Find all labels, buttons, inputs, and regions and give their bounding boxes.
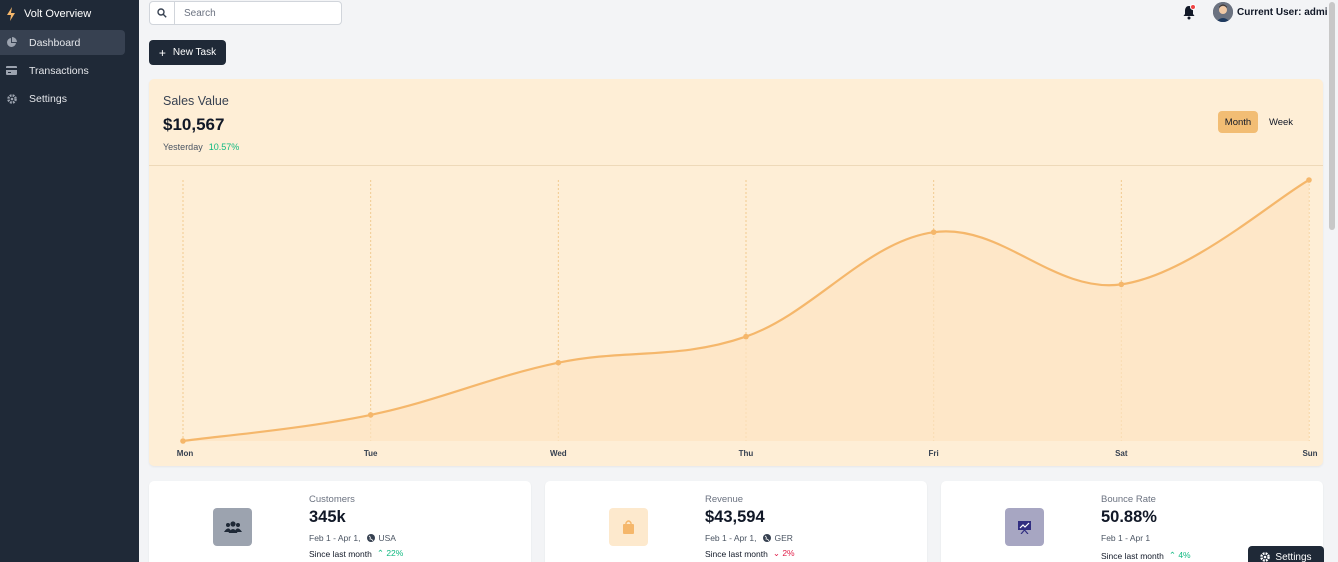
plus-icon: + — [158, 45, 166, 60]
stat-label: Bounce Rate — [1101, 494, 1156, 505]
data-point[interactable] — [1118, 281, 1125, 288]
x-tick-label: Sat — [1115, 449, 1128, 458]
series-area — [183, 180, 1309, 441]
stat-value: 345k — [309, 508, 346, 526]
search-input[interactable] — [175, 7, 335, 19]
notification-dot — [1190, 4, 1196, 10]
card-divider — [149, 165, 1323, 166]
stat-range-text: Feb 1 - Apr 1 — [1101, 533, 1151, 543]
toggle-month[interactable]: Month — [1218, 111, 1258, 133]
avatar — [1213, 2, 1233, 22]
sidebar-item-dashboard[interactable]: Dashboard — [0, 30, 125, 55]
sidebar-item-transactions[interactable]: Transactions — [0, 58, 125, 83]
sales-yesterday: Yesterday 10.57% — [163, 142, 239, 152]
shopping-bag-icon — [609, 508, 648, 546]
data-point[interactable] — [180, 438, 186, 444]
x-tick-label: Sun — [1302, 449, 1317, 458]
stat-card-revenue: Revenue $43,594 Feb 1 - Apr 1, GER Since… — [545, 481, 927, 562]
stat-range: Feb 1 - Apr 1, USA — [309, 533, 396, 543]
settings-floating-button[interactable]: Settings — [1248, 546, 1324, 562]
lightning-icon — [7, 7, 15, 21]
brand-label: Volt Overview — [24, 8, 92, 20]
scrollbar-thumb[interactable] — [1329, 2, 1335, 230]
pie-chart-icon — [6, 37, 17, 48]
stat-since-label: Since last month — [309, 548, 372, 559]
yesterday-label: Yesterday — [163, 142, 203, 152]
sales-amount: $10,567 — [163, 115, 225, 134]
globe-icon — [366, 534, 375, 542]
x-tick-label: Wed — [550, 449, 567, 458]
stat-value: $43,594 — [705, 508, 765, 526]
chevron-up-icon: ⌃ — [1168, 550, 1179, 560]
sidebar-item-settings[interactable]: Settings — [0, 86, 125, 111]
sales-value-card: Sales Value $10,567 Yesterday 10.57% Mont… — [149, 79, 1323, 466]
gear-icon — [6, 93, 17, 104]
data-point[interactable] — [743, 333, 749, 340]
search-box — [149, 1, 342, 25]
presentation-chart-icon — [1005, 508, 1044, 546]
stat-range-text: Feb 1 - Apr 1, — [705, 533, 757, 543]
stat-region: USA — [378, 533, 396, 543]
sidebar-item-label: Dashboard — [29, 36, 81, 49]
data-point[interactable] — [367, 412, 374, 418]
stat-since-label: Since last month — [705, 548, 768, 559]
sidebar: Volt Overview Dashboard Transactions Set… — [0, 0, 139, 562]
sales-chart: Mon Tue Wed Thu Fri Sat Sun — [177, 177, 1318, 458]
current-user-label: Current User: admin — [1237, 6, 1334, 18]
globe-icon — [762, 534, 771, 542]
sales-title: Sales Value — [163, 94, 229, 108]
notification-bell[interactable] — [1181, 4, 1197, 20]
stat-card-customers: Customers 345k Feb 1 - Apr 1, USA Since … — [149, 481, 531, 562]
stat-since: Since last month ⌃ 4% — [1101, 550, 1191, 561]
x-tick-label: Fri — [929, 449, 939, 458]
stat-value: 50.88% — [1101, 508, 1157, 526]
search-icon[interactable] — [150, 2, 175, 24]
new-task-label: New Task — [172, 47, 217, 58]
stat-since-label: Since last month — [1101, 550, 1164, 561]
stat-change: ⌃ 4% — [1169, 550, 1191, 561]
stat-label: Customers — [309, 494, 355, 505]
data-point[interactable] — [930, 229, 937, 235]
data-point[interactable] — [1306, 177, 1312, 183]
stat-change-value: 2% — [782, 548, 795, 558]
brand[interactable]: Volt Overview — [0, 0, 139, 28]
x-tick-label: Mon — [177, 449, 194, 458]
stat-change: ⌄ 2% — [773, 548, 795, 559]
stat-since: Since last month ⌄ 2% — [705, 548, 795, 559]
stat-range: Feb 1 - Apr 1 — [1101, 533, 1150, 543]
x-tick-label: Thu — [739, 449, 754, 458]
sidebar-item-label: Transactions — [29, 64, 89, 77]
stat-change: ⌃ 22% — [377, 548, 404, 559]
stat-change-value: 4% — [1178, 550, 1191, 560]
toggle-week[interactable]: Week — [1268, 116, 1294, 128]
stat-label: Revenue — [705, 494, 744, 505]
user-menu[interactable]: Current User: admin — [1213, 2, 1334, 22]
sidebar-item-label: Settings — [29, 92, 67, 105]
users-icon — [213, 508, 252, 546]
stat-since: Since last month ⌃ 22% — [309, 548, 403, 559]
stat-range: Feb 1 - Apr 1, GER — [705, 533, 793, 543]
x-tick-label: Tue — [364, 449, 378, 458]
credit-card-icon — [6, 65, 17, 76]
chevron-down-icon: ⌄ — [772, 548, 783, 558]
data-point[interactable] — [555, 359, 562, 366]
gear-icon — [1260, 552, 1271, 562]
new-task-button[interactable]: + New Task — [149, 40, 226, 65]
page-scrollbar[interactable] — [1327, 0, 1338, 562]
settings-floating-label: Settings — [1275, 551, 1312, 562]
stat-change-value: 22% — [386, 548, 404, 558]
chevron-up-icon: ⌃ — [376, 548, 387, 558]
yesterday-percent: 10.57% — [208, 142, 240, 152]
stat-region: GER — [774, 533, 793, 543]
stat-range-text: Feb 1 - Apr 1, — [309, 533, 361, 543]
